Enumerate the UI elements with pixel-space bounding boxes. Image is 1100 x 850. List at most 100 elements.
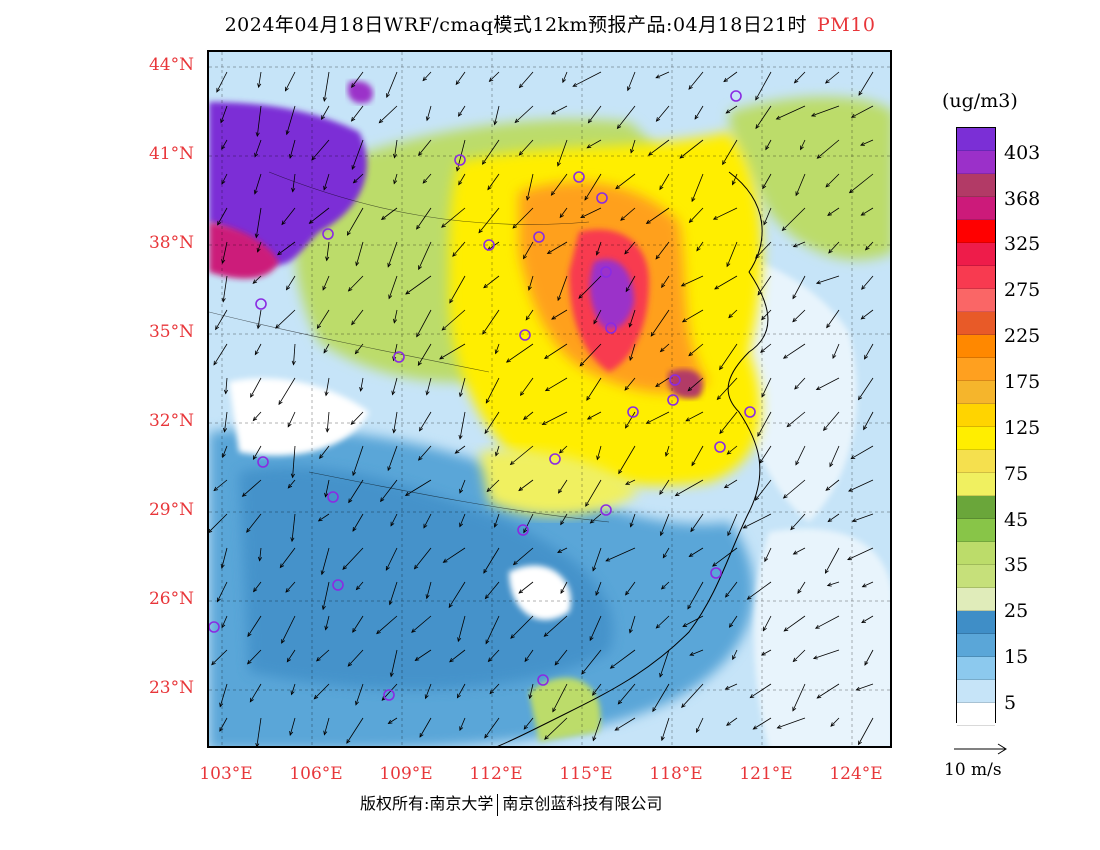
wind-vector-head	[560, 589, 565, 595]
copyright-right: 南京创蓝科技有限公司	[502, 794, 663, 813]
wind-vector	[792, 683, 806, 711]
color-legend-bar	[956, 127, 996, 726]
wind-vector	[813, 649, 840, 659]
wind-vector	[281, 615, 296, 644]
wind-vector-head	[255, 132, 260, 138]
wind-vector-head	[795, 460, 800, 466]
wind-vector	[589, 615, 602, 641]
wind-vector	[495, 343, 500, 354]
wind-vector-head	[423, 523, 428, 529]
wind-vector-head	[790, 525, 795, 531]
wind-vector-head	[557, 549, 562, 553]
wind-vector-head	[827, 517, 833, 523]
wind-vector-head	[557, 161, 561, 167]
wind-vector-head	[308, 219, 314, 224]
wind-vector-head	[487, 657, 493, 663]
wind-vector-head	[484, 733, 489, 739]
wind-vector-head	[254, 233, 259, 239]
wind-vector	[755, 71, 772, 100]
wind-vector	[518, 581, 534, 594]
wind-vector-head	[454, 449, 460, 454]
wind-vector-head	[624, 249, 629, 255]
lon-label: 115°E	[559, 764, 613, 784]
wind-vector-head	[482, 330, 487, 335]
province-boundaries	[209, 171, 610, 523]
wind-vector-head	[763, 220, 768, 226]
lat-label: 29°N	[148, 500, 194, 520]
wind-vector	[510, 615, 534, 639]
wind-vector-head	[782, 354, 788, 359]
wind-vector-head	[816, 154, 822, 159]
legend-label: 75	[1004, 463, 1029, 485]
wind-vector-head	[352, 526, 357, 532]
wind-vector-head	[348, 498, 353, 504]
wind-vector	[592, 683, 602, 696]
wind-vector	[459, 411, 466, 439]
wind-vector	[286, 275, 296, 290]
wind-vector-head	[860, 141, 865, 146]
wind-vector-head	[289, 154, 294, 159]
wind-vector	[253, 445, 262, 460]
wind-vector	[849, 173, 874, 194]
wind-vector-head	[449, 658, 454, 663]
wind-vector	[816, 377, 840, 390]
wind-vector	[646, 411, 670, 424]
wind-vector	[388, 275, 398, 299]
wind-vector-head	[627, 86, 631, 92]
wind-vector-head	[752, 725, 758, 730]
wind-vector	[827, 207, 840, 216]
wind-vector	[712, 547, 738, 567]
wind-vector-head	[596, 455, 601, 461]
wind-vector	[418, 445, 432, 461]
wind-vector	[800, 139, 806, 150]
wind-vector-head	[518, 486, 523, 492]
wind-vector-head	[279, 563, 285, 569]
wind-vector	[250, 377, 262, 398]
wind-vector	[629, 343, 636, 361]
wind-vector	[587, 139, 602, 149]
wind-vector-head	[782, 494, 788, 499]
wind-vector-head	[416, 332, 421, 338]
wind-vector	[311, 139, 330, 161]
city-marker	[549, 453, 561, 465]
wind-vector-head	[484, 594, 490, 600]
wind-vector-head	[457, 637, 462, 643]
legend-label: 15	[1004, 646, 1029, 668]
wind-vector	[351, 309, 364, 325]
wind-vector	[289, 717, 296, 736]
city-marker	[600, 266, 612, 278]
wind-vector	[755, 241, 772, 259]
wind-vector	[513, 547, 534, 565]
wind-vector	[650, 309, 670, 337]
wind-vector-head	[562, 78, 566, 84]
wind-vector	[755, 479, 772, 501]
wind-vector-head	[776, 724, 782, 729]
wind-vector-head	[850, 113, 856, 118]
wind-vector	[213, 479, 228, 491]
city-marker	[573, 171, 585, 183]
wind-vector	[221, 173, 228, 185]
wind-vector	[585, 479, 602, 507]
wind-vector	[441, 309, 466, 331]
wind-vector	[578, 275, 602, 299]
wind-vector-head	[816, 694, 822, 699]
wind-vector-head	[281, 220, 286, 226]
wind-vector-head	[322, 285, 327, 291]
wind-vector	[558, 479, 568, 494]
wind-vector	[682, 615, 704, 627]
wind-vector-head	[247, 632, 252, 638]
wind-vector-head	[558, 449, 564, 454]
wind-vector	[861, 207, 874, 216]
wind-vector	[246, 513, 262, 533]
wind-vector-head	[518, 83, 524, 89]
wind-scale-label: 10 m/s	[944, 760, 1002, 780]
southwest-dark-blue	[239, 466, 613, 690]
wind-vector-head	[825, 486, 831, 491]
wind-vector-head	[792, 657, 798, 663]
wind-vector	[485, 377, 500, 404]
wind-vector-head	[814, 624, 820, 629]
wind-vector-head	[728, 313, 733, 319]
wind-vector-head	[252, 455, 257, 461]
wind-vector	[610, 649, 636, 669]
wind-vector	[627, 71, 636, 91]
